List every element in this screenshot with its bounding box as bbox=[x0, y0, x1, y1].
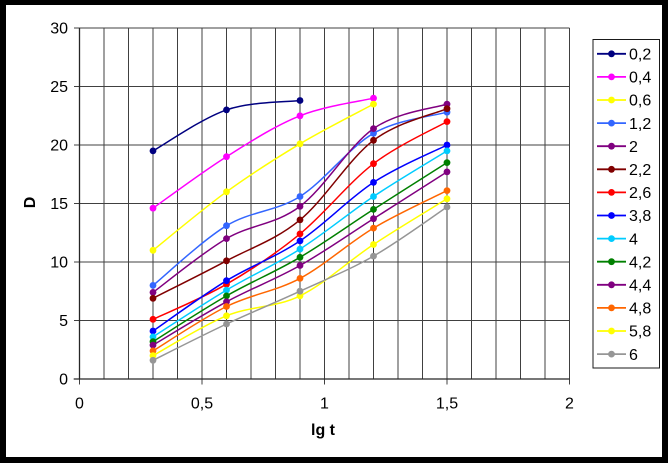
svg-text:1: 1 bbox=[320, 396, 329, 413]
svg-text:4,4: 4,4 bbox=[629, 278, 651, 295]
svg-text:D: D bbox=[22, 197, 39, 209]
svg-text:0,2: 0,2 bbox=[629, 47, 651, 64]
svg-text:4,8: 4,8 bbox=[629, 301, 651, 318]
svg-text:0,6: 0,6 bbox=[629, 93, 651, 110]
svg-text:1,5: 1,5 bbox=[436, 396, 458, 413]
svg-text:5,8: 5,8 bbox=[629, 324, 651, 341]
svg-text:lg t: lg t bbox=[311, 422, 336, 439]
svg-text:1,2: 1,2 bbox=[629, 116, 651, 133]
svg-text:6: 6 bbox=[629, 347, 638, 364]
svg-text:5: 5 bbox=[59, 313, 68, 330]
svg-text:25: 25 bbox=[50, 79, 68, 96]
svg-text:0: 0 bbox=[59, 372, 68, 389]
svg-text:0,5: 0,5 bbox=[191, 396, 213, 413]
svg-text:15: 15 bbox=[50, 196, 68, 213]
svg-text:4: 4 bbox=[629, 231, 638, 248]
svg-text:2,6: 2,6 bbox=[629, 185, 651, 202]
svg-text:4,2: 4,2 bbox=[629, 254, 651, 271]
svg-text:30: 30 bbox=[50, 21, 68, 38]
svg-text:20: 20 bbox=[50, 138, 68, 155]
svg-text:2: 2 bbox=[565, 396, 574, 413]
svg-text:0,4: 0,4 bbox=[629, 70, 651, 87]
svg-text:0: 0 bbox=[75, 396, 84, 413]
svg-text:3,8: 3,8 bbox=[629, 208, 651, 225]
svg-text:2,2: 2,2 bbox=[629, 162, 651, 179]
svg-text:10: 10 bbox=[50, 255, 68, 272]
svg-text:2: 2 bbox=[629, 139, 638, 156]
